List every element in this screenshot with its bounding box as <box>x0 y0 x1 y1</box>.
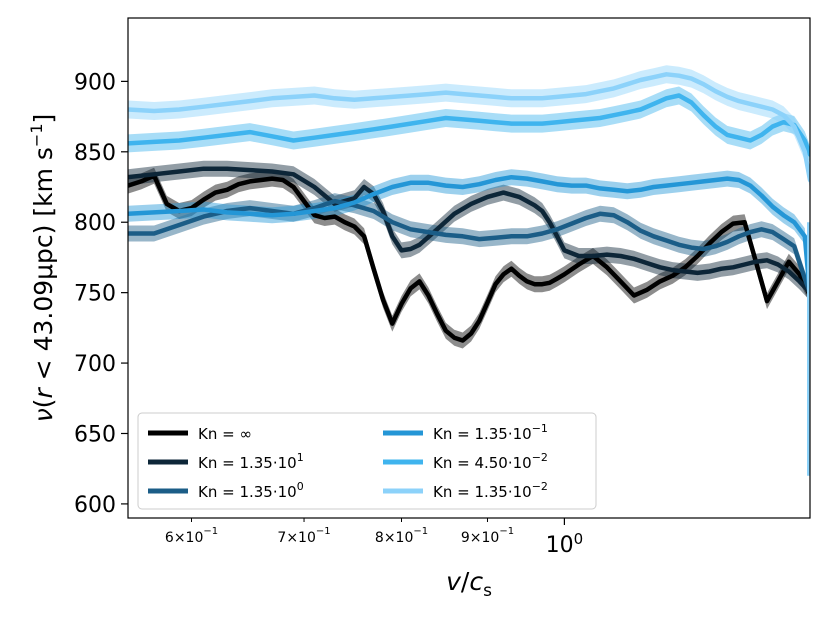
y-axis-label: ν(r < 43.09μpc) [km s−1] <box>27 114 58 423</box>
y-axis: 600 650 700 750 800 850 900 <box>74 70 128 518</box>
legend-label-1: Kn = 1.35·101 <box>198 451 304 472</box>
y-tick-label-750: 750 <box>74 282 116 307</box>
series-line-0 <box>128 173 810 343</box>
x-tick-label: 6×10−1 <box>165 526 218 546</box>
legend-frame <box>137 412 597 510</box>
series-line-5 <box>128 72 810 183</box>
series-lines <box>128 72 810 476</box>
y-tick-label-700: 700 <box>74 352 116 377</box>
legend-label-2: Kn = 1.35·100 <box>198 480 304 501</box>
legend-label-4: Kn = 4.50·10−2 <box>433 451 548 472</box>
y-tick-label-800: 800 <box>74 211 116 236</box>
x-tick-label: 7×10−1 <box>277 526 330 546</box>
series-line-3 <box>128 174 810 298</box>
y-tick-label-650: 650 <box>74 422 116 447</box>
legend: Kn = ∞ Kn = 1.35·101 Kn = 1.35·100 Kn = 1.3… <box>137 412 597 510</box>
x-axis: 6×10−1 7×10−1 8×10−1 9×10−1 100 <box>165 518 583 558</box>
x-axis-label: v/cs <box>446 567 492 601</box>
y-tick-label-850: 850 <box>74 141 116 166</box>
y-tick-label-900: 900 <box>74 70 116 95</box>
legend-label-5: Kn = 1.35·10−2 <box>433 480 548 501</box>
y-tick-label-600: 600 <box>74 493 116 518</box>
series-band-4 <box>128 86 810 164</box>
x-tick-label: 100 <box>546 530 584 558</box>
series-line-4 <box>128 93 810 157</box>
legend-label-3: Kn = 1.35·10−1 <box>433 422 548 443</box>
x-tick-label: 9×10−1 <box>461 526 514 546</box>
series-band-1 <box>128 160 810 301</box>
plot-frame <box>127 17 811 519</box>
series-line-1 <box>128 166 810 295</box>
x-tick-label: 8×10−1 <box>375 526 428 546</box>
legend-label-0: Kn = ∞ <box>198 425 252 443</box>
series-band-2 <box>128 193 810 301</box>
